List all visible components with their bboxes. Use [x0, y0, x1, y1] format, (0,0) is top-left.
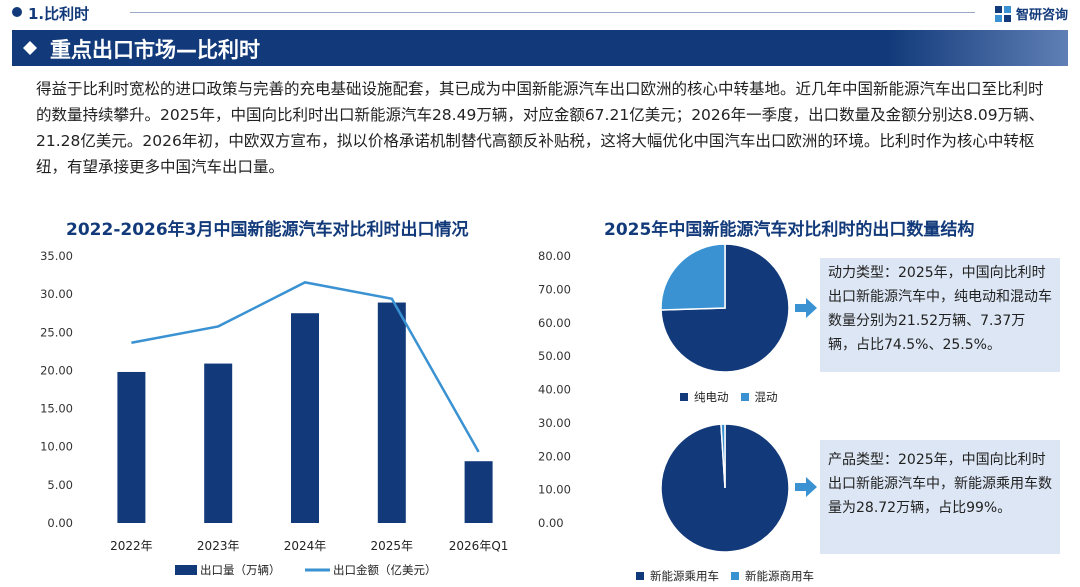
arrow-right-icon: [795, 477, 817, 497]
legend-label: 出口量（万辆）: [200, 563, 281, 577]
arrow-right-icon: [795, 298, 817, 318]
x-tick-label: 2026年Q1: [449, 539, 509, 553]
banner-gradient: [888, 30, 1068, 66]
legend-swatch-bar: [175, 565, 197, 575]
legend-swatch: [740, 393, 749, 401]
bar: [377, 302, 406, 523]
x-tick-label: 2025年: [371, 539, 414, 553]
y-right-tick-label: 40.00: [538, 383, 571, 397]
x-tick-label: 2024年: [284, 539, 327, 553]
y-right-tick-label: 50.00: [538, 349, 571, 363]
pie1-legend: 纯电动 混动: [680, 389, 778, 405]
top-bar: 1.比利时 智研咨询: [0, 0, 1080, 26]
bar: [204, 363, 233, 523]
legend-label: 新能源商用车: [745, 569, 814, 583]
bar: [291, 313, 319, 523]
diamond-icon: [23, 41, 37, 55]
header-rule: [130, 12, 975, 13]
bar-line-chart: 35.00 30.00 25.00 20.00 15.00 10.00 5.00 0.00 80…: [40, 249, 571, 577]
y-left-tick-label: 35.00: [40, 249, 73, 263]
legend-label: 新能源乘用车: [650, 569, 719, 583]
brand-name: 智研咨询: [1016, 8, 1069, 23]
title-banner: 重点出口市场—比利时: [12, 30, 1068, 66]
legend-label: 出口金额（亿美元）: [333, 563, 437, 577]
brand-logo-icon: [995, 5, 1011, 22]
legend-swatch: [680, 393, 688, 401]
x-tick-label: 2023年: [197, 539, 240, 553]
pie2-legend: 新能源乘用车 新能源商用车: [636, 568, 814, 584]
bar: [464, 461, 493, 523]
legend-label: 纯电动: [694, 390, 729, 404]
legend-swatch: [636, 572, 644, 580]
y-left-tick-label: 5.00: [47, 478, 73, 492]
y-right-tick-label: 70.00: [538, 282, 571, 296]
pie-slice: [720, 423, 726, 489]
y-right-tick-label: 20.00: [538, 449, 571, 463]
y-right-tick-label: 0.00: [538, 516, 564, 530]
y-right-tick-label: 30.00: [538, 416, 571, 430]
pie-chart-product-type: [660, 423, 790, 553]
legend-label: 混动: [754, 390, 778, 404]
bullet-dot: [12, 7, 22, 17]
y-right-tick-label: 60.00: [538, 316, 571, 330]
brand: 智研咨询: [994, 4, 1068, 23]
y-left-tick-label: 25.00: [40, 325, 73, 339]
callout-power-type: 动力类型：2025年，中国向比利时出口新能源汽车中，纯电动和混动车数量分别为21…: [820, 258, 1060, 372]
pie-chart-power-type: [660, 243, 790, 373]
bar-chart-title: 2022-2026年3月中国新能源汽车对比利时出口情况: [66, 220, 469, 240]
y-right-tick-label: 10.00: [538, 483, 571, 497]
intro-paragraph: 得益于比利时宽松的进口政策与完善的充电基础设施配套，其已成为中国新能源汽车出口欧…: [36, 80, 1045, 176]
banner-title: 重点出口市场—比利时: [50, 38, 260, 62]
y-left-tick-label: 15.00: [40, 402, 73, 416]
bar: [117, 371, 146, 523]
pie-slice: [660, 243, 726, 311]
y-left-tick-label: 0.00: [47, 516, 73, 530]
x-tick-label: 2022年: [110, 539, 153, 553]
y-left-tick-label: 10.00: [40, 440, 73, 454]
callout-product-type: 产品类型：2025年，中国向比利时出口新能源汽车中，新能源乘用车数量为28.72…: [820, 440, 1060, 554]
y-right-tick-label: 80.00: [538, 249, 571, 263]
section-title: 1.比利时: [28, 5, 90, 23]
pie-chart-title: 2025年中国新能源汽车对比利时的出口数量结构: [604, 220, 975, 240]
y-left-tick-label: 30.00: [40, 287, 73, 301]
y-left-tick-label: 20.00: [40, 363, 73, 377]
legend-swatch: [731, 572, 739, 580]
